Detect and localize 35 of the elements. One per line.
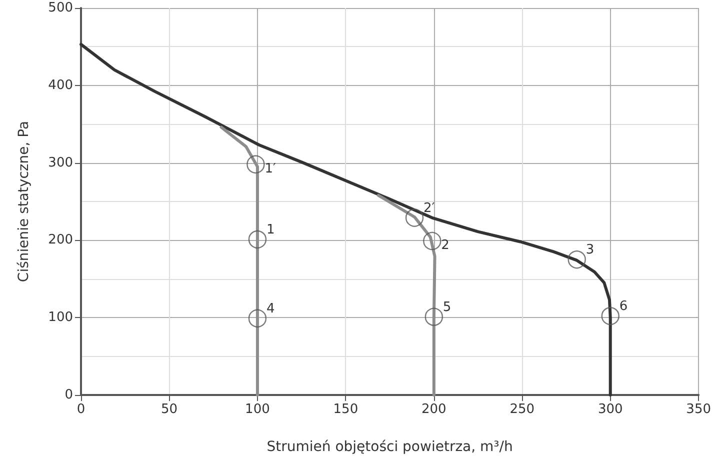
point [424, 308, 444, 326]
line-series [220, 126, 259, 396]
y-tick-label: 300 [48, 155, 73, 170]
point [248, 309, 267, 328]
x-axis-title: Strumień objętości powietrza, m³/h [266, 439, 513, 455]
annotation: 6 [619, 299, 628, 314]
point [568, 250, 586, 269]
line-series [376, 194, 436, 396]
point [423, 232, 442, 250]
annotation: 2′ [424, 200, 435, 216]
point [248, 230, 267, 249]
y-tick-label: 500 [48, 0, 73, 16]
x-tick-label: 100 [245, 402, 270, 417]
annotation: 5 [442, 300, 452, 315]
x-tick-label: 0 [76, 402, 86, 417]
annotation: 4 [266, 301, 275, 316]
x-tick-label: 200 [421, 402, 446, 417]
y-axis-title: Ciśnienie statyczne, Pa [16, 120, 32, 282]
annotation: 1 [266, 222, 275, 238]
x-tick-label: 150 [333, 402, 358, 417]
annotation: 2 [441, 238, 450, 253]
x-tick-label: 350 [686, 402, 712, 417]
point [601, 306, 620, 326]
y-tick-label: 400 [48, 78, 73, 93]
x-tick-label: 50 [160, 402, 178, 417]
x-tick-label: 250 [510, 402, 535, 417]
y-tick-label: 200 [48, 232, 73, 248]
y-tick-label: 100 [48, 310, 73, 326]
annotation: 1′ [264, 161, 276, 176]
x-tick-label: 300 [598, 402, 623, 417]
y-tick-label: 0 [64, 388, 73, 402]
line-series [80, 42, 612, 396]
annotation: 3 [586, 242, 594, 258]
point [405, 208, 424, 227]
point [246, 155, 265, 174]
